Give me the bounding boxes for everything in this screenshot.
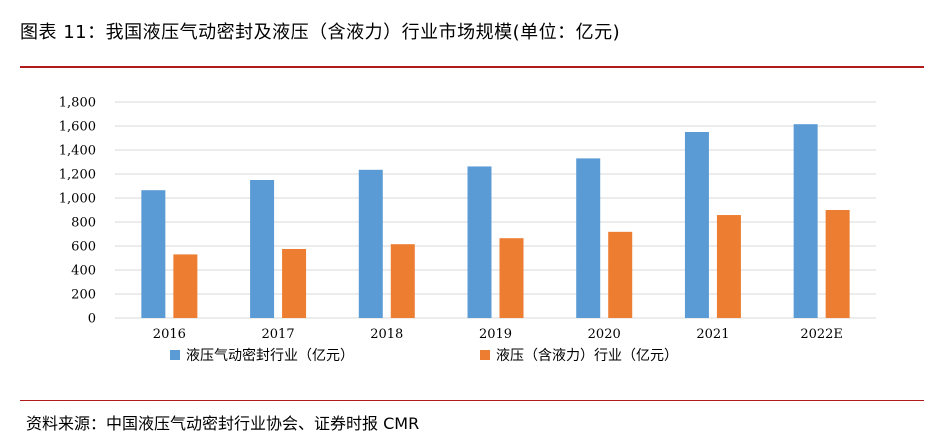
gridlines [115,101,876,319]
legend-swatch-1 [170,350,180,360]
y-tick-label: 400 [71,264,96,279]
bars [141,124,850,318]
bar-series-1 [358,169,383,318]
y-tick-label: 1,800 [59,96,96,111]
bar-series-2 [499,238,524,318]
bar-series-2 [825,210,850,318]
x-tick-label: 2021 [696,327,729,342]
y-tick-label: 200 [71,288,96,303]
x-tick-label: 2016 [153,327,186,342]
x-tick-label: 2022E [800,327,843,342]
y-tick-label: 0 [88,312,96,327]
y-tick-label: 1,000 [59,192,96,207]
y-tick-label: 600 [71,240,96,255]
x-tick-label: 2020 [588,327,621,342]
bar-series-2 [716,215,741,318]
bar-series-2 [608,231,633,318]
source-divider [20,400,924,401]
figure-title: 图表 11：我国液压气动密封及液压（含液力）行业市场规模(单位：亿元) [20,22,621,43]
bar-series-1 [467,166,492,318]
bar-series-1 [250,180,275,318]
y-tick-label: 800 [71,216,96,231]
legend-label-2: 液压（含液力）行业（亿元） [496,348,678,364]
x-tick-label: 2017 [262,327,295,342]
bar-series-1 [684,132,709,318]
bar-series-1 [141,190,166,318]
x-axis-ticks: 2016 2017 2018 2019 2020 2021 2022E [153,327,843,342]
bar-series-2 [390,244,415,318]
bar-series-2 [173,254,198,318]
y-tick-label: 1,400 [59,144,96,159]
x-tick-label: 2019 [479,327,512,342]
y-tick-label: 1,200 [59,168,96,183]
bar-series-2 [282,249,307,318]
title-divider [20,66,924,68]
bar-chart: 0 200 400 600 800 1,000 1,200 1,400 1,600 1,800 2… [59,96,876,364]
legend-swatch-2 [480,350,490,360]
legend-label-1: 液压气动密封行业（亿元） [186,347,354,364]
legend: 液压气动密封行业（亿元） 液压（含液力）行业（亿元） [170,347,678,364]
y-tick-label: 1,600 [59,120,96,135]
y-axis-ticks: 0 200 400 600 800 1,000 1,200 1,400 1,600 1,800 [59,96,96,327]
bar-series-1 [576,158,601,318]
bar-series-1 [793,124,818,318]
source-note: 资料来源：中国液压气动密封行业协会、证券时报 CMR [26,414,420,433]
x-tick-label: 2018 [370,327,403,342]
